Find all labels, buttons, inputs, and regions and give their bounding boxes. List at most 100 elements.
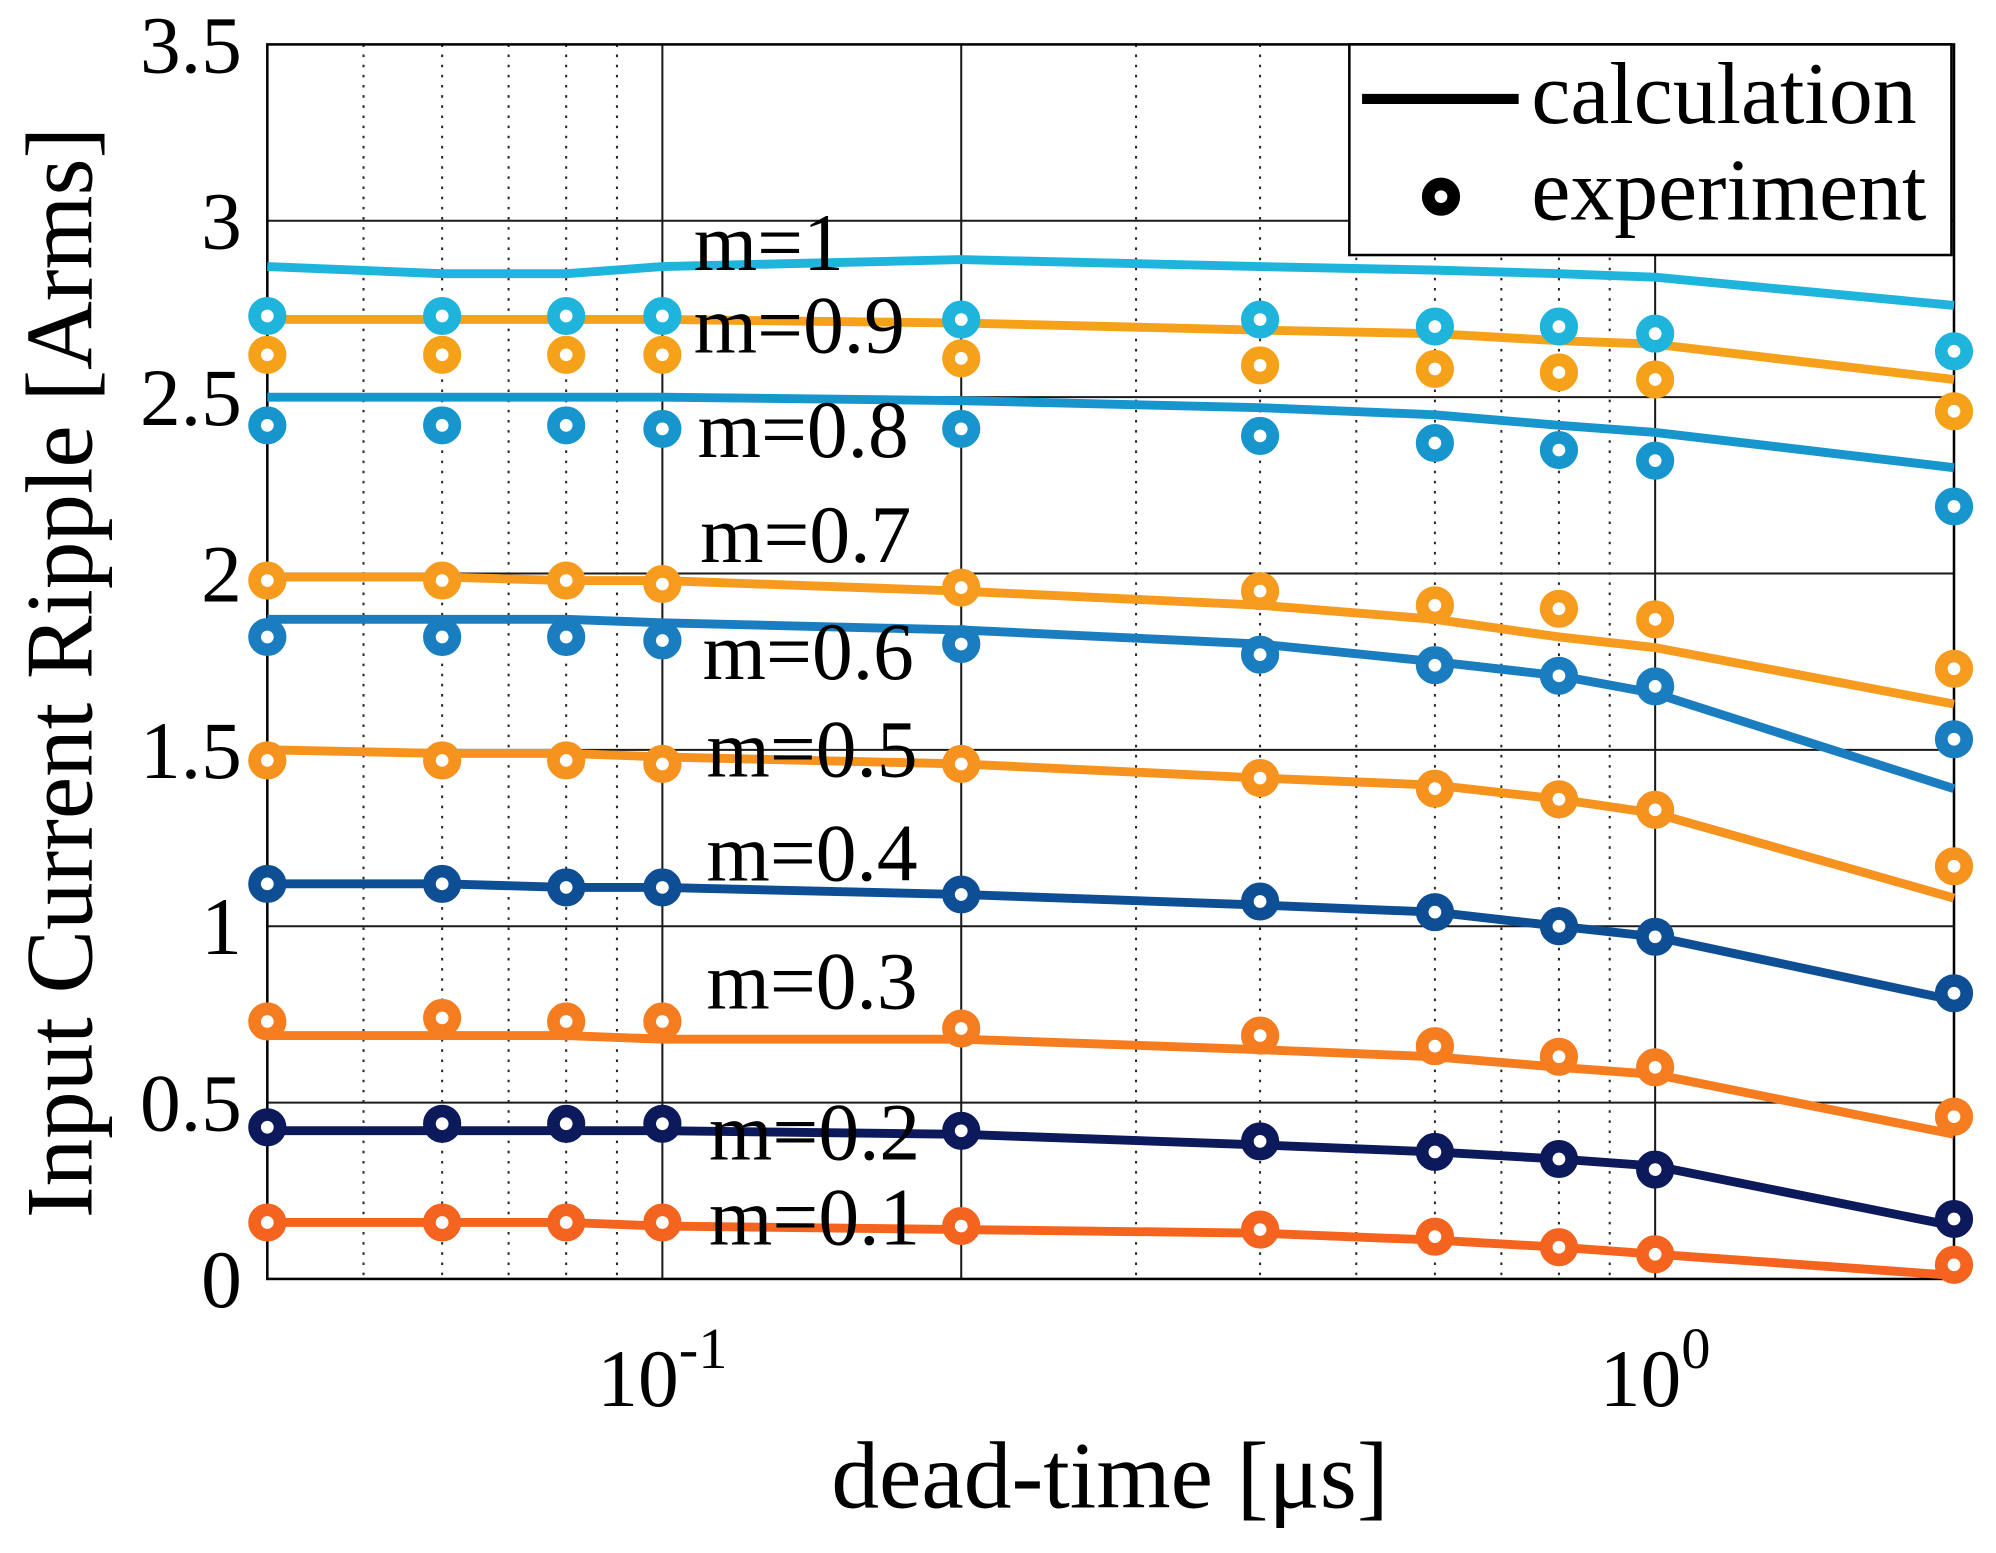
calculation-line-m-0-2 — [267, 1126, 1955, 1231]
experiment-marker-m-0-1 — [1934, 1245, 1974, 1284]
experiment-marker-m-0-7 — [1415, 586, 1454, 625]
experiment-marker-m-0-4 — [643, 868, 682, 907]
experiment-marker-m-0-4 — [1539, 907, 1579, 946]
experiment-marker-m-0-2 — [643, 1104, 682, 1143]
experiment-marker-m-1 — [942, 300, 981, 339]
y-tick-label: 1.5 — [140, 706, 242, 796]
experiment-marker-m-0-4 — [248, 864, 287, 903]
series-label-m-0-7: m=0.7 — [700, 490, 911, 580]
experiment-marker-m-0-4 — [1636, 917, 1675, 956]
experiment-marker-m-0-7 — [547, 561, 586, 600]
x-tick-exponent: -1 — [679, 1316, 728, 1381]
experiment-marker-m-0-5 — [1415, 769, 1454, 808]
x-tick-label: 100 — [1600, 1316, 1711, 1424]
experiment-marker-m-0-7 — [423, 561, 462, 600]
experiment-marker-m-0-8 — [1415, 423, 1454, 463]
experiment-marker-m-0-8 — [942, 409, 981, 448]
experiment-marker-m-0-4 — [942, 875, 981, 914]
experiment-marker-m-0-6 — [1539, 656, 1579, 695]
experiment-marker-m-0-2 — [423, 1104, 462, 1143]
experiment-marker-m-0-7 — [942, 568, 981, 607]
experiment-marker-m-1 — [547, 296, 586, 336]
experiment-marker-m-0-9 — [547, 335, 586, 374]
series-label-m-0-2: m=0.2 — [709, 1088, 920, 1178]
experiment-marker-m-0-6 — [248, 617, 287, 657]
experiment-marker-m-0-3 — [1539, 1037, 1579, 1076]
experiment-marker-m-0-1 — [1240, 1210, 1280, 1249]
x-axis-label: dead-time [μs] — [831, 1422, 1388, 1528]
y-tick-label: 0.5 — [140, 1059, 242, 1149]
experiment-marker-m-0-6 — [423, 617, 462, 657]
series-label-m-1: m=1 — [694, 198, 844, 288]
experiment-marker-m-0-6 — [643, 621, 682, 660]
experiment-marker-m-0-2 — [1415, 1132, 1454, 1171]
experiment-marker-m-0-2 — [1934, 1199, 1974, 1239]
experiment-marker-m-0-2 — [1539, 1139, 1579, 1179]
experiment-marker-m-0-3 — [1934, 1097, 1974, 1136]
experiment-marker-m-0-9 — [942, 339, 981, 378]
series-label-m-0-5: m=0.5 — [706, 705, 917, 795]
calculation-line-m-1 — [267, 255, 1955, 310]
experiment-marker-m-0-4 — [1240, 882, 1280, 921]
series-label-m-0-9: m=0.9 — [694, 281, 905, 371]
experiment-marker-m-0-8 — [1240, 416, 1280, 455]
experiment-marker-m-0-1 — [643, 1203, 682, 1242]
experiment-marker-m-0-1 — [1539, 1228, 1579, 1267]
legend-box — [1348, 43, 1953, 257]
experiment-marker-m-0-1 — [248, 1203, 287, 1242]
calculation-line-m-0-7 — [267, 572, 1955, 709]
experiment-marker-m-0-3 — [643, 1002, 682, 1041]
experiment-marker-m-0-9 — [1636, 360, 1675, 399]
calculation-line-m-0-5 — [267, 745, 1956, 903]
experiment-marker-m-1 — [1539, 307, 1579, 346]
series-label-m-0-4: m=0.4 — [706, 809, 917, 899]
experiment-marker-m-0-9 — [1934, 392, 1974, 431]
experiment-marker-m-0-6 — [1636, 667, 1675, 706]
experiment-marker-m-0-5 — [1240, 759, 1280, 798]
experiment-marker-m-0-4 — [423, 864, 462, 903]
calculation-line-m-0-1 — [267, 1218, 1955, 1280]
experiment-marker-m-0-3 — [423, 998, 462, 1037]
y-tick-label: 3 — [201, 177, 242, 267]
experiment-marker-m-0-4 — [547, 868, 586, 907]
y-tick-label: 2.5 — [140, 353, 242, 443]
y-tick-label: 3.5 — [140, 0, 242, 90]
experiment-marker-m-0-8 — [1934, 487, 1974, 526]
experiment-marker-m-0-6 — [547, 617, 586, 657]
legend-experiment-marker-swatch — [1421, 177, 1461, 216]
experiment-marker-m-1 — [1934, 332, 1974, 371]
series-label-m-0-8: m=0.8 — [698, 385, 909, 475]
experiment-marker-m-0-5 — [1636, 790, 1675, 829]
experiment-marker-m-0-1 — [423, 1203, 462, 1242]
experiment-marker-m-0-5 — [643, 744, 682, 783]
experiment-marker-m-1 — [1636, 314, 1675, 353]
experiment-marker-m-0-4 — [1415, 893, 1454, 932]
experiment-marker-m-0-8 — [643, 409, 682, 448]
y-tick-label: 0 — [201, 1235, 242, 1325]
y-tick-label: 2 — [201, 530, 242, 620]
x-tick-base: 10 — [597, 1334, 678, 1424]
experiment-marker-m-0-4 — [1934, 974, 1974, 1013]
experiment-marker-m-0-5 — [942, 744, 981, 783]
experiment-marker-m-0-3 — [942, 1009, 981, 1048]
series-label-m-0-1: m=0.1 — [709, 1173, 920, 1263]
experiment-marker-m-0-8 — [547, 406, 586, 445]
experiment-marker-m-0-5 — [423, 741, 462, 780]
experiment-marker-m-0-9 — [423, 335, 462, 374]
experiment-marker-m-0-5 — [1539, 780, 1579, 819]
legend-calculation-label: calculation — [1531, 45, 1916, 142]
experiment-marker-m-0-3 — [1415, 1027, 1454, 1066]
calculation-line-m-0-8 — [267, 392, 1955, 473]
experiment-marker-m-0-7 — [643, 565, 682, 604]
experiment-marker-m-0-7 — [1240, 572, 1280, 611]
series-label-m-0-3: m=0.3 — [706, 937, 917, 1027]
experiment-marker-m-0-6 — [1934, 720, 1974, 759]
experiment-marker-m-0-3 — [248, 1002, 287, 1041]
experiment-marker-m-0-9 — [643, 335, 682, 374]
calculation-lines — [267, 255, 1956, 1280]
x-tick-label: 10-1 — [597, 1316, 727, 1424]
experiment-marker-m-1 — [248, 296, 287, 336]
calculation-line-m-0-4 — [267, 879, 1955, 1005]
experiment-marker-m-0-3 — [1240, 1016, 1280, 1055]
